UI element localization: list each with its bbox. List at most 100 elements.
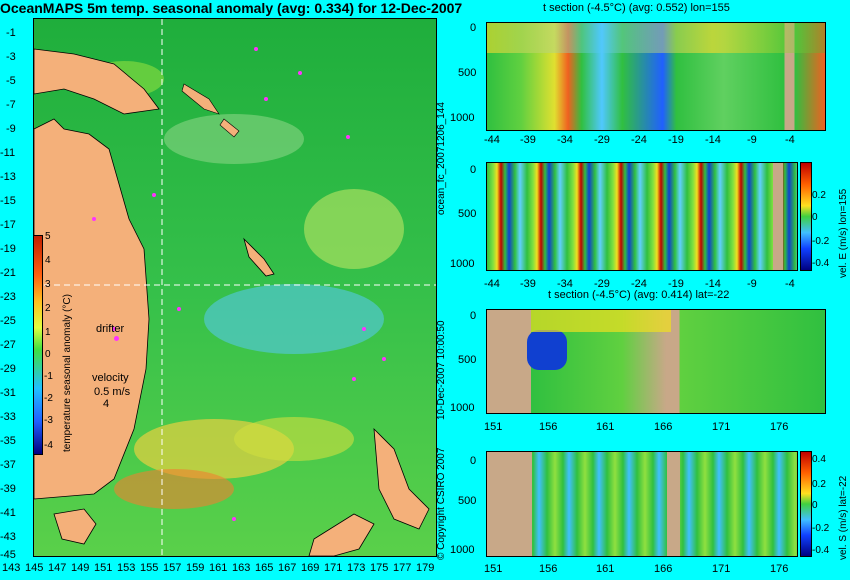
cbar-tick: -3 bbox=[44, 415, 53, 426]
x-tick: -9 bbox=[747, 278, 757, 290]
map-colorbar bbox=[33, 235, 43, 455]
anomaly-patch bbox=[164, 114, 304, 164]
y-tick: 1000 bbox=[450, 112, 475, 124]
vel-cbar-tick: -0.2 bbox=[812, 523, 830, 534]
colorbar-label: temperature seasonal anomaly (°C) bbox=[62, 294, 73, 452]
x-tick: 156 bbox=[539, 563, 558, 575]
x-tick: -14 bbox=[705, 278, 721, 290]
x-tick: -24 bbox=[631, 278, 647, 290]
lon-tick: 165 bbox=[255, 562, 274, 574]
lon-tick: 143 bbox=[2, 562, 21, 574]
land-column bbox=[667, 452, 680, 556]
cbar-tick: 4 bbox=[45, 255, 51, 266]
x-tick: -19 bbox=[668, 134, 684, 146]
lat-tick: -41 bbox=[0, 507, 16, 519]
lon-tick: 159 bbox=[186, 562, 205, 574]
cbar-tick: 2 bbox=[45, 303, 51, 314]
map-title: OceanMAPS 5m temp. seasonal anomaly (avg… bbox=[0, 0, 463, 16]
date-label: 10-Dec-2007 10:00:50 bbox=[436, 320, 447, 420]
lat-tick: -21 bbox=[0, 267, 16, 279]
drifter-markers bbox=[92, 47, 386, 521]
vel-s-cbar-label: vel. S (m/s) lat=-22 bbox=[838, 475, 849, 560]
vel-cbar-tick: 0.2 bbox=[812, 479, 826, 490]
x-tick: -34 bbox=[557, 134, 573, 146]
vel-cbar-tick: 0 bbox=[812, 212, 818, 223]
x-tick: -39 bbox=[520, 278, 536, 290]
new-zealand-south-land bbox=[308, 513, 375, 556]
panel3-x-ticks: 151 156 161 166 171 176 bbox=[484, 421, 828, 435]
cbar-tick: -1 bbox=[44, 371, 53, 382]
lat-tick: -11 bbox=[0, 147, 16, 159]
new-zealand-north-land bbox=[373, 427, 430, 530]
lat-tick: -3 bbox=[6, 51, 16, 63]
y-tick: 1000 bbox=[450, 402, 475, 414]
lat-tick: -27 bbox=[0, 339, 16, 351]
y-tick: 0 bbox=[470, 310, 477, 322]
y-tick: 500 bbox=[458, 67, 477, 79]
lon-tick: 177 bbox=[393, 562, 412, 574]
cold-core bbox=[527, 330, 567, 370]
tasmania-land bbox=[53, 508, 97, 545]
t-section-lat-panel[interactable] bbox=[486, 309, 826, 414]
lat-tick: -45 bbox=[0, 549, 16, 561]
lat-tick: -5 bbox=[6, 75, 16, 87]
vel-e-colorbar bbox=[800, 162, 812, 271]
y-tick: 500 bbox=[458, 354, 477, 366]
y-tick: 1000 bbox=[450, 258, 475, 270]
land-column bbox=[773, 163, 783, 270]
lon-tick: 151 bbox=[94, 562, 113, 574]
velocity-label: velocity bbox=[92, 372, 129, 384]
t-section-lon-panel[interactable] bbox=[486, 22, 826, 131]
x-tick: -4 bbox=[785, 278, 795, 290]
lon-tick: 169 bbox=[301, 562, 320, 574]
x-tick: -19 bbox=[668, 278, 684, 290]
new-guinea-land bbox=[34, 48, 160, 115]
vel-cbar-tick: -0.4 bbox=[812, 258, 830, 269]
vel-s-lat-panel[interactable] bbox=[486, 451, 798, 557]
lat-tick: -39 bbox=[0, 483, 16, 495]
lon-tick: 163 bbox=[232, 562, 251, 574]
panel2-x-ticks: -44 -39 -34 -29 -24 -19 -14 -9 -4 bbox=[484, 278, 828, 292]
lon-tick: 171 bbox=[324, 562, 343, 574]
lon-tick: 179 bbox=[416, 562, 435, 574]
x-tick: 166 bbox=[654, 563, 673, 575]
x-tick: 156 bbox=[539, 421, 558, 433]
x-tick: 151 bbox=[484, 563, 503, 575]
panel1-title: t section (-4.5°C) (avg: 0.552) lon=155 bbox=[543, 2, 730, 14]
lat-tick: -1 bbox=[6, 27, 16, 39]
warm-anomaly-patch bbox=[304, 189, 404, 269]
cbar-tick: 5 bbox=[45, 231, 51, 242]
lon-tick: 175 bbox=[370, 562, 389, 574]
x-tick: 171 bbox=[712, 563, 731, 575]
x-tick: -4 bbox=[785, 134, 795, 146]
file-label: ocean_fc_20071206_144 bbox=[436, 102, 447, 215]
lon-tick: 161 bbox=[209, 562, 228, 574]
map-lat-ticks: -1 -3 -5 -7 -9 -11 -13 -15 -17 -19 -21 -… bbox=[0, 18, 32, 561]
anomaly-map[interactable] bbox=[33, 18, 437, 557]
panel3-title: t section (-4.5°C) (avg: 0.414) lat=-22 bbox=[548, 289, 730, 301]
land-block bbox=[487, 452, 532, 556]
lon-tick: 147 bbox=[48, 562, 67, 574]
lon-tick: 167 bbox=[278, 562, 297, 574]
x-tick: -14 bbox=[705, 134, 721, 146]
lat-tick: -33 bbox=[0, 411, 16, 423]
y-tick: 500 bbox=[458, 495, 477, 507]
lat-tick: -31 bbox=[0, 387, 16, 399]
cbar-tick: 0 bbox=[45, 349, 51, 360]
cbar-tick: -4 bbox=[44, 440, 53, 451]
y-tick: 500 bbox=[458, 208, 477, 220]
vel-cbar-tick: 0.2 bbox=[812, 190, 826, 201]
panel1-x-ticks: -44 -39 -34 -29 -24 -19 -14 -9 -4 bbox=[484, 134, 828, 148]
vel-e-lon-panel[interactable] bbox=[486, 162, 798, 271]
cbar-tick: -2 bbox=[44, 393, 53, 404]
warm-anomaly-patch bbox=[234, 417, 354, 461]
surface-layer bbox=[487, 23, 825, 53]
x-tick: -44 bbox=[484, 134, 500, 146]
cold-anomaly-patch bbox=[204, 284, 384, 354]
solomon-islands-land bbox=[181, 83, 220, 115]
lat-tick: -43 bbox=[0, 531, 16, 543]
x-tick: 176 bbox=[770, 421, 789, 433]
lon-tick: 153 bbox=[117, 562, 136, 574]
x-tick: 161 bbox=[596, 421, 615, 433]
surface-layer bbox=[531, 310, 671, 332]
